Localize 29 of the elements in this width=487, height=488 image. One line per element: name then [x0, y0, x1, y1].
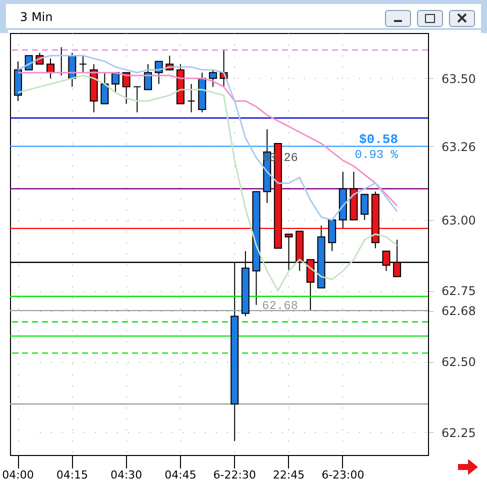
annotation: $0.58: [358, 132, 398, 147]
y-tick-label: 62.68: [442, 304, 476, 318]
y-tick-label: 63.50: [442, 72, 476, 86]
y-tick-label: 63.26: [442, 140, 476, 154]
candlestick: [78, 55, 87, 74]
y-tick-label: 62.50: [442, 355, 476, 370]
y-tick-label: 63.00: [442, 213, 476, 228]
candlestick: [133, 86, 142, 113]
y-tick-label: 62.75: [442, 284, 476, 298]
x-tick-label: 04:30: [110, 468, 142, 482]
x-tick-label: 6-22:30: [213, 468, 256, 482]
candlestick: [144, 64, 152, 90]
x-tick-label: 04:15: [56, 468, 88, 482]
x-tick-label: 04:45: [164, 468, 196, 482]
candlestick: [208, 69, 217, 88]
candlestick: [100, 72, 109, 104]
chart-title: 3 Min: [20, 10, 53, 24]
annotation: 0.93 %: [354, 148, 399, 162]
candlestick: [360, 194, 369, 220]
candlestick: [122, 72, 130, 104]
x-tick-label: 6-23:00: [322, 468, 364, 482]
candlestick: [187, 83, 196, 113]
x-tick-label: 22:45: [272, 468, 305, 482]
candlestick: [111, 72, 120, 93]
candlestick: [46, 58, 55, 79]
annotation: 62.68: [262, 299, 298, 313]
y-tick-label: 62.25: [442, 426, 476, 440]
candlestick: [328, 219, 336, 252]
x-tick-label: 04:00: [2, 468, 34, 482]
